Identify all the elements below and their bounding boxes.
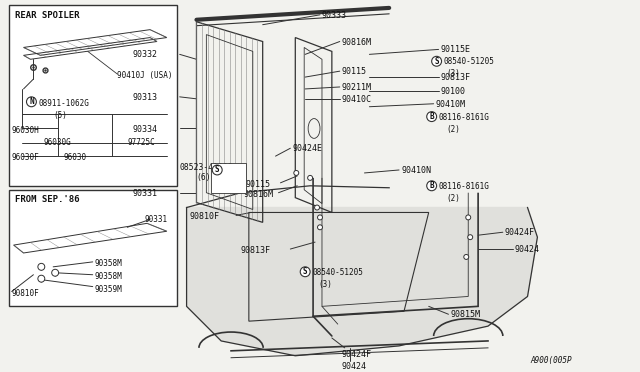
Text: 90211M: 90211M [342,83,372,92]
Circle shape [464,254,468,259]
Text: B: B [429,181,434,190]
Text: 90115: 90115 [342,67,367,76]
Text: (2): (2) [447,125,460,134]
Circle shape [468,235,473,240]
Text: 90410N: 90410N [401,166,431,175]
Text: 90358M: 90358M [95,259,122,268]
Circle shape [26,97,36,107]
Text: 96030F: 96030F [12,153,40,162]
Text: 90334: 90334 [132,125,157,134]
Text: 08540-51205: 08540-51205 [444,57,495,66]
Text: 90100: 90100 [440,87,465,96]
Text: S: S [303,267,307,276]
Text: 90410J (USA): 90410J (USA) [117,71,173,80]
Text: 90332: 90332 [132,50,157,60]
Text: 90816M: 90816M [244,190,274,199]
Text: 90813F: 90813F [241,246,271,255]
Text: 90815M: 90815M [451,310,481,319]
Circle shape [315,205,319,210]
Circle shape [427,181,436,191]
Text: 90333: 90333 [322,11,347,20]
Text: (5): (5) [53,111,67,120]
Text: 90313: 90313 [132,93,157,102]
Text: 90359M: 90359M [95,285,122,294]
Text: 08116-8161G: 08116-8161G [438,113,490,122]
Text: FROM SEP.'86: FROM SEP.'86 [15,195,79,204]
Circle shape [38,263,45,270]
Text: N: N [29,97,34,106]
Text: 90331: 90331 [144,215,167,224]
Text: 90424: 90424 [515,245,540,254]
Circle shape [52,269,59,276]
Text: 90424: 90424 [342,362,367,371]
Polygon shape [187,208,538,356]
Text: 90331: 90331 [132,189,157,198]
Text: 90410M: 90410M [436,100,466,109]
Text: 90358M: 90358M [95,272,122,281]
Text: 90424F: 90424F [505,228,535,237]
Text: 96030: 96030 [63,153,86,162]
Circle shape [294,170,299,176]
Text: 90810F: 90810F [189,212,220,221]
Circle shape [317,225,323,230]
Text: B: B [429,112,434,121]
FancyBboxPatch shape [9,190,177,307]
Circle shape [308,176,312,180]
Circle shape [466,215,470,220]
Text: 90115E: 90115E [440,45,470,54]
Text: 90424F: 90424F [342,350,372,359]
Text: S: S [215,166,220,174]
Text: 90424E: 90424E [292,144,323,153]
Text: 90810F: 90810F [12,289,40,298]
Text: (3): (3) [447,69,460,78]
Circle shape [317,215,323,220]
Text: S: S [435,57,439,66]
Text: 90115: 90115 [246,180,271,189]
Text: 90410C: 90410C [342,95,372,104]
Text: 96030H: 96030H [12,126,40,135]
FancyBboxPatch shape [211,163,246,193]
Text: 08911-1062G: 08911-1062G [38,99,89,108]
Text: 08540-51205: 08540-51205 [312,268,363,277]
Text: 97725C: 97725C [127,138,155,147]
FancyBboxPatch shape [9,5,177,186]
Text: 08116-8161G: 08116-8161G [438,182,490,191]
Text: 90816M: 90816M [342,38,372,46]
Text: REAR SPOILER: REAR SPOILER [15,11,79,20]
Text: (2): (2) [447,194,460,203]
Text: (6): (6) [196,173,211,182]
Text: 96030G: 96030G [44,138,71,147]
Text: 90813F: 90813F [440,73,470,82]
Circle shape [427,112,436,122]
Text: (3): (3) [318,280,332,289]
Circle shape [300,267,310,277]
Text: 08523-41008: 08523-41008 [180,163,234,172]
Text: A900(005P: A900(005P [531,356,572,365]
Circle shape [431,56,442,66]
Circle shape [38,275,45,282]
Circle shape [212,165,222,175]
